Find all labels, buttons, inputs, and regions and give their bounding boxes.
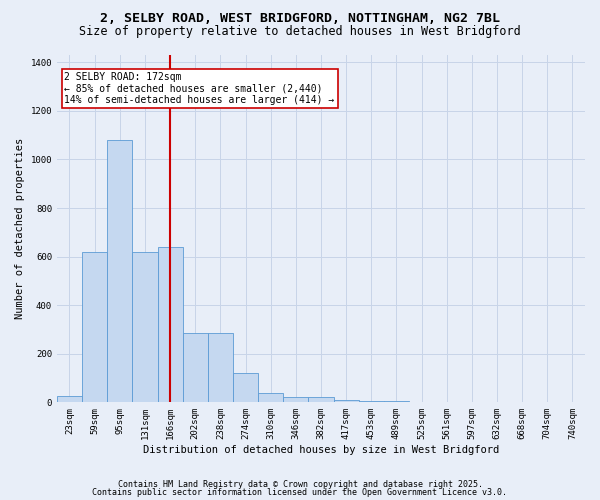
Bar	[57, 396, 82, 402]
Bar	[258, 392, 283, 402]
Bar	[384, 401, 409, 402]
Text: 2 SELBY ROAD: 172sqm
← 85% of detached houses are smaller (2,440)
14% of semi-de: 2 SELBY ROAD: 172sqm ← 85% of detached h…	[64, 72, 335, 105]
Bar	[107, 140, 133, 402]
Bar	[133, 252, 158, 402]
Bar	[158, 247, 182, 402]
Y-axis label: Number of detached properties: Number of detached properties	[15, 138, 25, 320]
Text: 2, SELBY ROAD, WEST BRIDGFORD, NOTTINGHAM, NG2 7BL: 2, SELBY ROAD, WEST BRIDGFORD, NOTTINGHA…	[100, 12, 500, 26]
Bar	[283, 398, 308, 402]
Bar	[334, 400, 359, 402]
Bar	[233, 373, 258, 402]
Bar	[182, 333, 208, 402]
Text: Size of property relative to detached houses in West Bridgford: Size of property relative to detached ho…	[79, 25, 521, 38]
Bar	[208, 333, 233, 402]
Bar	[82, 252, 107, 402]
Text: Contains public sector information licensed under the Open Government Licence v3: Contains public sector information licen…	[92, 488, 508, 497]
Text: Contains HM Land Registry data © Crown copyright and database right 2025.: Contains HM Land Registry data © Crown c…	[118, 480, 482, 489]
Bar	[308, 398, 334, 402]
Bar	[359, 401, 384, 402]
X-axis label: Distribution of detached houses by size in West Bridgford: Distribution of detached houses by size …	[143, 445, 499, 455]
